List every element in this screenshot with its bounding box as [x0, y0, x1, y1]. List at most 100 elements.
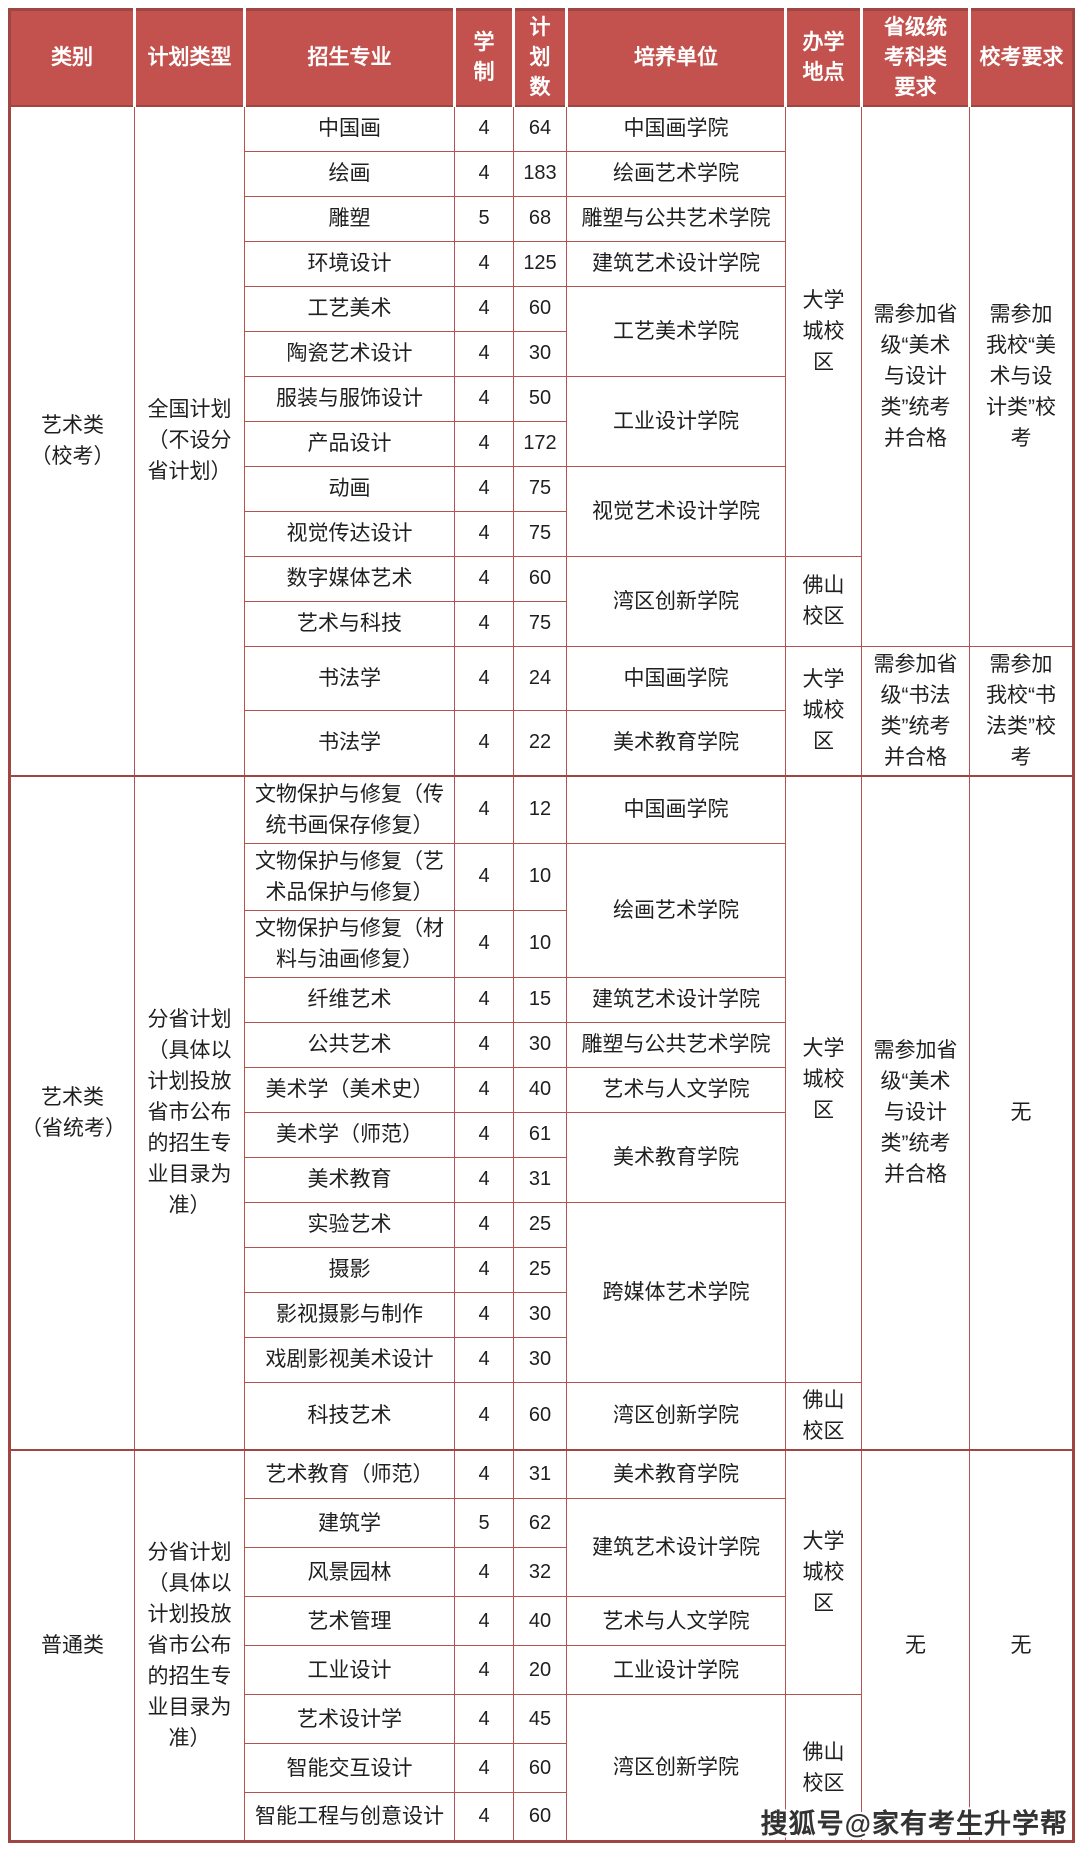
years-cell: 4 [454, 420, 514, 467]
plan-count-cell: 64 [513, 105, 567, 152]
unit-cell: 建筑艺术设计学院 [566, 240, 786, 287]
major-cell: 建筑学 [244, 1498, 455, 1548]
col-header-provincial-exam: 省级统考科类要求 [860, 8, 971, 107]
location-cell: 大学城校区 [785, 645, 862, 776]
plan-count-cell: 31 [513, 1448, 567, 1499]
table-row: 绘画 4 183 绘画艺术学院 [10, 150, 1074, 197]
years-cell: 4 [454, 1596, 514, 1646]
years-cell: 4 [454, 1111, 514, 1158]
plan-type-cell: 分省计划（具体以计划投放省市公布的招生专业目录为准） [134, 774, 245, 1450]
years-cell: 5 [454, 195, 514, 242]
years-cell: 4 [454, 1066, 514, 1113]
years-cell: 5 [454, 1498, 514, 1548]
table-row: 环境设计 4 125 建筑艺术设计学院 [10, 240, 1074, 287]
unit-cell: 绘画艺术学院 [566, 842, 786, 978]
major-cell: 摄影 [244, 1246, 455, 1293]
plan-count-cell: 68 [513, 195, 567, 242]
years-cell: 4 [454, 330, 514, 377]
plan-count-cell: 30 [513, 330, 567, 377]
major-cell: 雕塑 [244, 195, 455, 242]
years-cell: 4 [454, 1694, 514, 1744]
major-cell: 美术教育 [244, 1156, 455, 1203]
table-row: 艺术管理 4 40 艺术与人文学院 [10, 1596, 1074, 1646]
major-cell: 陶瓷艺术设计 [244, 330, 455, 377]
plan-count-cell: 10 [513, 909, 567, 978]
plan-count-cell: 61 [513, 1111, 567, 1158]
table-row: 数字媒体艺术 4 60 湾区创新学院 佛山校区 [10, 555, 1074, 647]
col-header-school-exam: 校考要求 [968, 8, 1075, 107]
unit-cell: 工艺美术学院 [566, 285, 786, 377]
plan-count-cell: 22 [513, 710, 567, 776]
plan-count-cell: 30 [513, 1021, 567, 1068]
table-row: 艺术与科技 4 75 [10, 600, 1074, 647]
major-cell: 工业设计 [244, 1645, 455, 1695]
years-cell: 4 [454, 555, 514, 602]
category-cell: 普通类 [9, 1448, 135, 1842]
plan-count-cell: 40 [513, 1066, 567, 1113]
major-cell: 影视摄影与制作 [244, 1291, 455, 1338]
table-row: 艺术类（校考） 全国计划（不设分省计划） 中国画 4 64 中国画学院 大学城校区 需参加省级… [9, 105, 1074, 776]
table-row: 工艺美术 4 60 工艺美术学院 [10, 285, 1074, 377]
years-cell: 4 [454, 976, 514, 1023]
years-cell: 4 [454, 1201, 514, 1248]
plan-count-cell: 12 [513, 774, 567, 844]
major-cell: 美术学（师范） [244, 1111, 455, 1158]
unit-cell: 雕塑与公共艺术学院 [566, 195, 786, 242]
col-header-category: 类别 [8, 8, 136, 107]
years-cell: 4 [454, 375, 514, 422]
table-row: 普通类 分省计划（具体以计划投放省市公布的招生专业目录为准） 艺术教育（师范） 4 31… [9, 1448, 1074, 1842]
table-row: 摄影 4 25 [10, 1246, 1074, 1293]
major-cell: 书法学 [244, 710, 455, 776]
location-cell: 佛山校区 [785, 1381, 862, 1450]
years-cell: 4 [454, 1743, 514, 1793]
table-row: 戏剧影视美术设计 4 30 [10, 1336, 1074, 1383]
major-cell: 书法学 [244, 645, 455, 712]
plan-count-cell: 30 [513, 1291, 567, 1338]
table-row: 书法学 4 24 中国画学院 大学城校区 需参加省级“书法类”统考并合格 需参加我校“书法类… [10, 645, 1074, 776]
major-cell: 动画 [244, 465, 455, 512]
plan-count-cell: 60 [513, 1792, 567, 1842]
plan-count-cell: 25 [513, 1201, 567, 1248]
location-cell: 大学城校区 [785, 774, 862, 1383]
plan-type-cell: 全国计划（不设分省计划） [134, 105, 245, 776]
major-cell: 戏剧影视美术设计 [244, 1336, 455, 1383]
major-cell: 文物保护与修复（传统书画保存修复） [244, 774, 455, 844]
years-cell: 4 [454, 1021, 514, 1068]
major-cell: 中国画 [244, 105, 455, 152]
major-cell: 工艺美术 [244, 285, 455, 332]
school-exam-cell: 无 [969, 1448, 1074, 1842]
years-cell: 4 [454, 645, 514, 712]
years-cell: 4 [454, 105, 514, 152]
plan-count-cell: 45 [513, 1694, 567, 1744]
col-header-plan-type: 计划类型 [133, 8, 246, 107]
table-row: 科技艺术 4 60 湾区创新学院 佛山校区 [10, 1381, 1074, 1450]
unit-cell: 美术教育学院 [566, 1111, 786, 1203]
plan-count-cell: 75 [513, 465, 567, 512]
major-cell: 实验艺术 [244, 1201, 455, 1248]
plan-count-cell: 75 [513, 600, 567, 647]
major-cell: 艺术与科技 [244, 600, 455, 647]
table-row: 建筑学 5 62 建筑艺术设计学院 [10, 1498, 1074, 1597]
unit-cell: 中国画学院 [566, 105, 786, 152]
location-cell: 佛山校区 [785, 555, 862, 647]
years-cell: 4 [454, 1792, 514, 1842]
years-cell: 4 [454, 1645, 514, 1695]
major-cell: 艺术管理 [244, 1596, 455, 1646]
admission-plan-table: 类别 计划类型 招生专业 学制 计划数 培养单位 办学地点 省级统考科类要求 校… [8, 8, 1075, 1843]
plan-count-cell: 30 [513, 1336, 567, 1383]
plan-count-cell: 15 [513, 976, 567, 1023]
plan-count-cell: 62 [513, 1498, 567, 1548]
unit-cell: 建筑艺术设计学院 [566, 976, 786, 1023]
years-cell: 4 [454, 710, 514, 776]
plan-type-cell: 分省计划（具体以计划投放省市公布的招生专业目录为准） [134, 1448, 245, 1842]
table-row: 工业设计 4 20 工业设计学院 [10, 1645, 1074, 1695]
major-cell: 视觉传达设计 [244, 510, 455, 557]
school-exam-cell: 需参加我校“美术与设计类”校考 [969, 105, 1074, 647]
table-row: 雕塑 5 68 雕塑与公共艺术学院 [10, 195, 1074, 242]
major-cell: 智能工程与创意设计 [244, 1792, 455, 1842]
years-cell: 4 [454, 1381, 514, 1450]
location-cell: 大学城校区 [785, 105, 862, 557]
provincial-exam-cell: 需参加省级“美术与设计类”统考并合格 [861, 774, 970, 1450]
major-cell: 文物保护与修复（艺术品保护与修复） [244, 842, 455, 911]
plan-count-cell: 125 [513, 240, 567, 287]
